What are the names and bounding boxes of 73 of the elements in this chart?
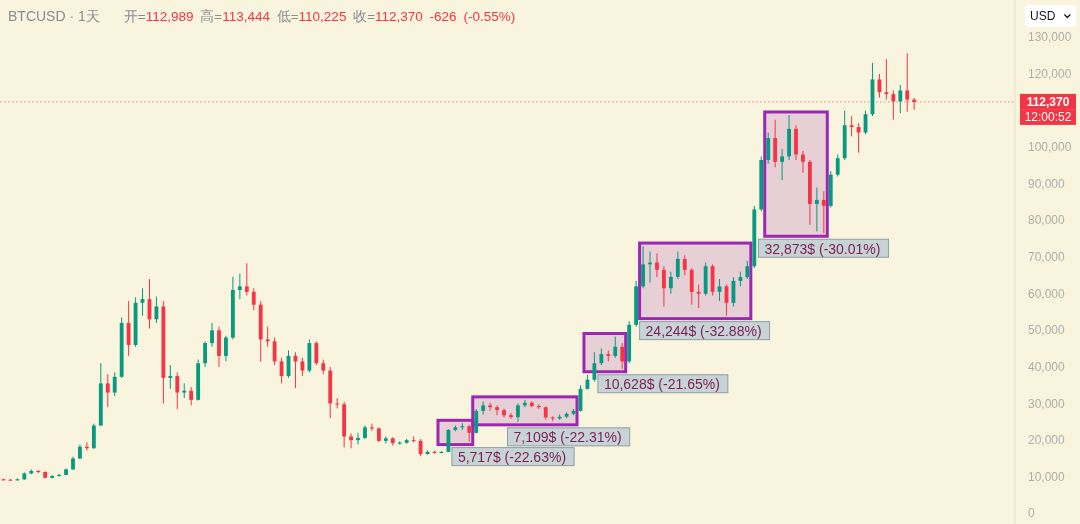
ylabel: USD (1025, 5, 1077, 27)
ytick-label: 80,000 (1028, 213, 1065, 228)
candlestick (210, 322, 214, 348)
candlestick (397, 440, 402, 446)
annotation: 32,873$ (-30.01%) (757, 238, 889, 258)
ytick-label: 0 (1028, 506, 1035, 521)
candlestick (849, 115, 854, 137)
candlestick (835, 154, 840, 177)
candlestick (696, 284, 701, 309)
annotation: 5,717$ (-22.63%) (457, 449, 567, 466)
candlestick (126, 300, 131, 357)
candlestick (175, 371, 180, 410)
candlestick (335, 397, 340, 409)
candlestick (237, 273, 242, 300)
candlestick (203, 340, 207, 368)
ytick-label: 130,000 (1028, 30, 1072, 45)
candlestick (668, 271, 673, 295)
candlestick (91, 423, 96, 450)
candlestick (356, 432, 360, 446)
candlestick (766, 132, 771, 165)
candlestick (675, 251, 680, 280)
annotation: 5,717$ (-22.63%) (451, 447, 575, 467)
candlestick (689, 267, 694, 306)
subtitle: 开=112,989 高=113,444 低=110,225 收=112,370 -626 (-0.55%) (123, 8, 516, 24)
ref-line-label: 112,370 (1026, 94, 1070, 109)
candlestick (224, 335, 228, 362)
ytick-label: 100,000 (1028, 140, 1072, 155)
candlestick (349, 433, 353, 449)
ytick-label: 40,000 (1028, 359, 1065, 374)
candlestick (773, 119, 778, 168)
candlestick (662, 265, 666, 307)
candlestick (814, 186, 819, 232)
annotation: 7,109$ (-22.31%) (513, 429, 622, 446)
candlestick (780, 148, 785, 181)
candlestick (189, 386, 194, 406)
annotation: 7,109$ (-22.31%) (507, 427, 631, 447)
candlestick (655, 252, 659, 278)
ytick-label: 90,000 (1028, 176, 1065, 191)
annotation: 10,628$ (-21.65%) (603, 376, 720, 393)
candlestick (891, 89, 896, 121)
candlestick (801, 150, 805, 174)
candlestick (613, 336, 618, 359)
candlestick (370, 423, 374, 432)
candlestick (244, 262, 249, 297)
candlestick (884, 58, 889, 101)
candlestick (105, 373, 110, 408)
candlestick (641, 245, 645, 289)
ytick-label: 30,000 (1028, 396, 1065, 411)
candlestick (682, 254, 687, 276)
candlestick (620, 342, 625, 370)
title: BTCUSD · 1天 (8, 8, 100, 24)
candlestick (821, 190, 826, 234)
candlestick (898, 84, 903, 114)
candlestick (314, 340, 319, 366)
candlestick (112, 371, 117, 397)
ytick-label: 120,000 (1028, 66, 1072, 81)
ytick-label: 70,000 (1028, 250, 1065, 265)
ytick-label: 60,000 (1028, 286, 1065, 301)
candlestick (745, 260, 750, 280)
annotation: 24,244$ (-32.88%) (639, 321, 771, 341)
ytick-label: 20,000 (1028, 433, 1065, 448)
candlestick (272, 337, 277, 366)
candlestick (592, 351, 597, 383)
annotation: 24,244$ (-32.88%) (645, 323, 762, 340)
candlestick (168, 364, 173, 390)
annotation: 10,628$ (-21.65%) (597, 374, 729, 394)
candlestick (265, 326, 270, 348)
candlestick (251, 287, 256, 311)
y-axis-title: USD (1030, 9, 1056, 23)
candlestick (905, 52, 910, 113)
annotation: 32,873$ (-30.01%) (764, 240, 881, 257)
ytick-label: 50,000 (1028, 323, 1065, 338)
ytick-label: 10,000 (1028, 469, 1065, 484)
